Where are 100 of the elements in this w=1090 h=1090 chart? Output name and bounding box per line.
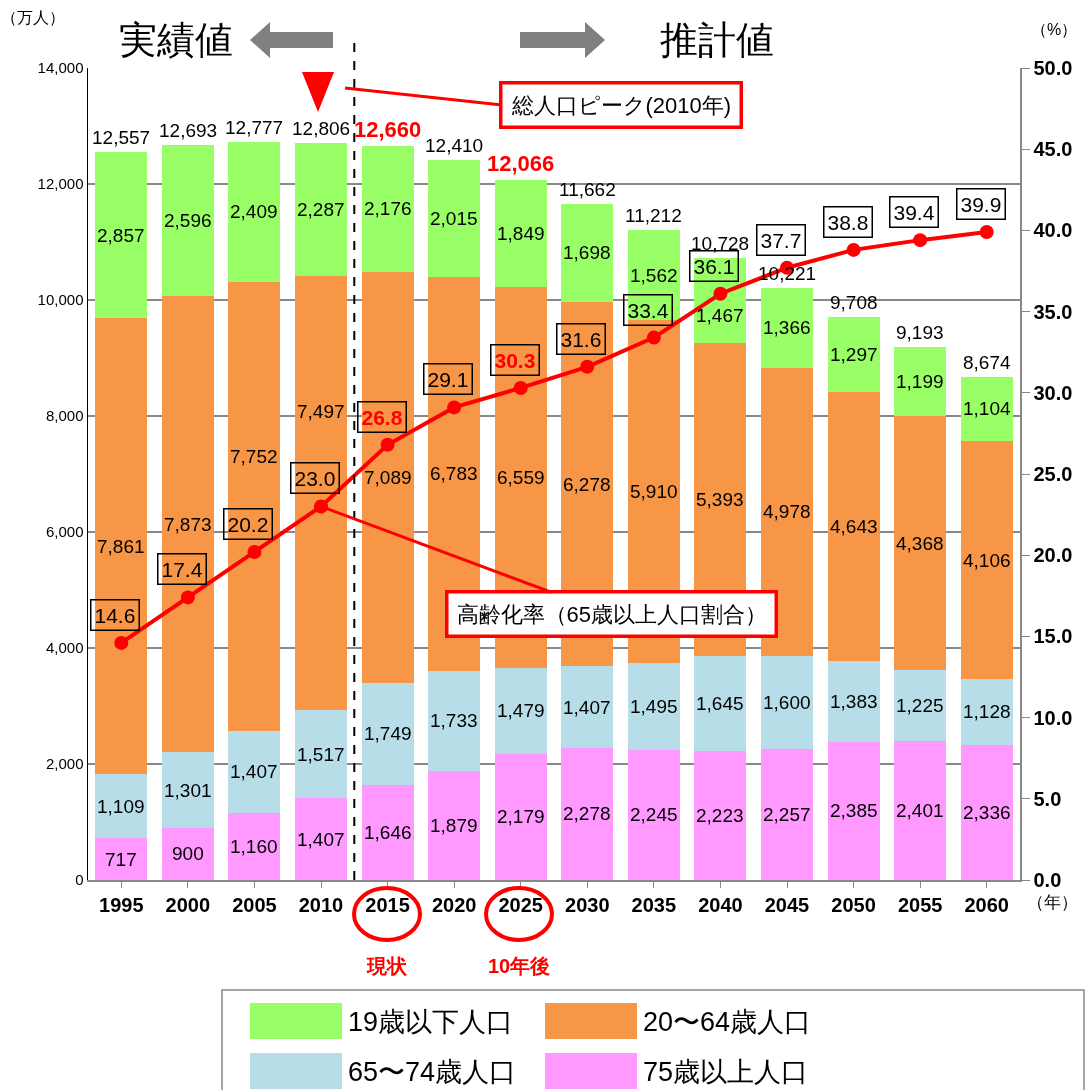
data-label: 37.7 bbox=[760, 228, 802, 252]
data-label: 2,409 bbox=[230, 201, 278, 222]
point bbox=[180, 590, 195, 605]
bar bbox=[894, 416, 947, 670]
y2-tick-label: 40.0 bbox=[1033, 219, 1073, 242]
y-tick-label: 10,000 bbox=[37, 291, 84, 309]
annotation: 12,660 bbox=[354, 117, 422, 142]
data-label: 1,297 bbox=[830, 344, 878, 365]
data-label: 2,287 bbox=[297, 199, 345, 220]
bar bbox=[561, 747, 614, 880]
point bbox=[646, 330, 661, 345]
data-label: 2,385 bbox=[830, 800, 878, 821]
data-label: 2,278 bbox=[563, 803, 611, 824]
data-label: 7,497 bbox=[297, 401, 345, 422]
point bbox=[713, 286, 728, 301]
data-label: 1,495 bbox=[630, 696, 678, 717]
bar bbox=[894, 669, 947, 741]
data-label: 14.6 bbox=[94, 603, 136, 627]
y-tick-label: 4,000 bbox=[45, 639, 84, 657]
annotation: 12,777 bbox=[225, 117, 284, 138]
bar bbox=[95, 152, 148, 319]
data-label: 900 bbox=[172, 843, 204, 864]
bar bbox=[894, 346, 947, 417]
data-label: 30.3 bbox=[494, 348, 536, 372]
text: 推計値 bbox=[660, 19, 774, 61]
data-label: 6,783 bbox=[430, 463, 478, 484]
data-label: 20.2 bbox=[227, 512, 269, 536]
data-label: 5,393 bbox=[696, 489, 744, 510]
y2-tick-label: 50.0 bbox=[1033, 57, 1073, 79]
bar bbox=[228, 731, 281, 813]
bar bbox=[694, 655, 747, 752]
point bbox=[380, 437, 395, 452]
y2-tick-label: 35.0 bbox=[1033, 300, 1073, 323]
bar bbox=[295, 275, 347, 711]
data-label: 4,643 bbox=[830, 516, 878, 537]
x-axis-title: （年） bbox=[1027, 893, 1078, 912]
x-tick-label: 2010 bbox=[298, 893, 344, 916]
data-label: 2,596 bbox=[164, 210, 212, 231]
bar bbox=[960, 679, 1013, 745]
bar bbox=[761, 749, 813, 880]
bar bbox=[761, 656, 813, 750]
point bbox=[513, 380, 528, 395]
data-label: 1,109 bbox=[97, 796, 145, 817]
annotation: 11,212 bbox=[625, 205, 682, 226]
annotation: 12,693 bbox=[159, 120, 218, 141]
data-label: 7,861 bbox=[97, 536, 145, 557]
annotation: 8,674 bbox=[963, 352, 1011, 373]
x-tick-label: 2045 bbox=[764, 893, 810, 916]
bar bbox=[561, 666, 614, 748]
y-tick-label: 12,000 bbox=[37, 175, 84, 193]
legend-label: 65〜74歳人口 bbox=[348, 1057, 517, 1087]
data-label: 2,857 bbox=[97, 225, 145, 246]
x-tick-label: 2030 bbox=[565, 893, 610, 916]
bar bbox=[494, 180, 547, 288]
x-tick-label: 2015 bbox=[365, 893, 410, 916]
data-label: 1,517 bbox=[297, 744, 345, 765]
annotation: 総人口ピーク(2010年) bbox=[510, 92, 732, 118]
data-label: 38.8 bbox=[827, 210, 869, 234]
bar bbox=[361, 145, 414, 272]
data-label: 1,698 bbox=[563, 242, 611, 263]
annotation: 9,193 bbox=[896, 322, 944, 343]
data-label: 6,559 bbox=[497, 467, 545, 488]
data-label: 1,407 bbox=[297, 829, 345, 850]
data-label: 31.6 bbox=[560, 327, 602, 351]
bar bbox=[827, 741, 880, 880]
bar bbox=[428, 670, 481, 772]
annotation: 12,557 bbox=[92, 127, 151, 148]
bar bbox=[95, 838, 148, 880]
point bbox=[846, 242, 861, 257]
y2-tick-label: 25.0 bbox=[1033, 463, 1073, 485]
data-label: 2,245 bbox=[630, 804, 678, 825]
y-tick-label: 0 bbox=[75, 871, 84, 889]
x-tick-label: 2060 bbox=[964, 893, 1009, 916]
data-label: 1,383 bbox=[830, 691, 878, 712]
annotation: 10,728 bbox=[691, 233, 750, 254]
data-label: 1,104 bbox=[963, 398, 1011, 419]
bar bbox=[627, 749, 680, 880]
data-label: 2,401 bbox=[896, 800, 944, 821]
y-tick-label: 2,000 bbox=[45, 755, 84, 773]
y-tick-label: 8,000 bbox=[45, 407, 84, 425]
data-label: 1,128 bbox=[963, 701, 1011, 722]
bar bbox=[960, 376, 1013, 441]
annotation: 高齢化率（65歳以上人口割合） bbox=[456, 601, 767, 627]
data-label: 1,645 bbox=[696, 693, 744, 714]
data-label: 23.0 bbox=[294, 466, 336, 490]
x-tick-label: 2055 bbox=[897, 893, 943, 916]
bar bbox=[161, 827, 214, 880]
data-label: 39.4 bbox=[893, 200, 935, 224]
point bbox=[580, 359, 595, 374]
y2-tick-label: 45.0 bbox=[1033, 138, 1073, 161]
bar bbox=[894, 740, 947, 880]
data-label: 1,749 bbox=[364, 723, 412, 744]
data-label: 26.8 bbox=[361, 405, 403, 429]
bar bbox=[95, 774, 148, 839]
bar bbox=[161, 752, 214, 828]
point bbox=[979, 225, 994, 240]
bar bbox=[228, 141, 281, 282]
data-label: 1,600 bbox=[763, 692, 811, 713]
annotation: 12,806 bbox=[292, 118, 351, 139]
bar bbox=[960, 744, 1013, 880]
